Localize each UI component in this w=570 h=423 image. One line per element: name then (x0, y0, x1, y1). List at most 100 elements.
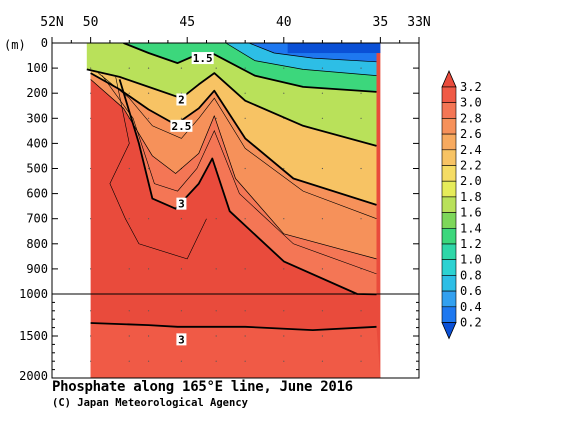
sample-dot (360, 167, 362, 170)
sample-dot (244, 268, 246, 270)
x-tick-label: 40 (276, 15, 292, 30)
y-tick-label: 300 (26, 111, 48, 125)
sample-dot (321, 92, 324, 94)
colorbar-swatch (441, 118, 457, 135)
sample-dot (215, 268, 217, 270)
sample-dot (360, 92, 362, 94)
sample-dot (128, 335, 130, 337)
sample-dot (215, 360, 217, 362)
colorbar-label: 2.8 (460, 111, 482, 125)
sample-dot (147, 92, 150, 94)
y-tick-label: 700 (26, 212, 48, 226)
colorbar-label: 2.4 (460, 143, 482, 157)
plot-frame (51, 42, 420, 379)
sample-dot (283, 335, 285, 337)
contour-label-bg (191, 52, 214, 65)
sample-dot (360, 360, 362, 362)
sample-dot (147, 360, 150, 362)
sample-dot (147, 268, 150, 270)
sample-dot (128, 218, 130, 220)
colorbar-swatch (441, 212, 457, 229)
colorbar-label: 0.8 (460, 268, 482, 282)
colorbar-swatch (441, 290, 457, 308)
x-tick-label: 50 (83, 15, 99, 30)
contour-lines (86, 43, 377, 332)
colorbar-label: 2.6 (460, 127, 482, 141)
colorbar-label: 1.4 (460, 221, 482, 235)
sample-dot (147, 117, 150, 119)
contour-label: 2.5 (171, 120, 191, 133)
sample-dot (90, 310, 92, 312)
colorbar-label: 1.2 (460, 237, 482, 251)
plot-border (51, 42, 420, 379)
sample-dot (360, 67, 362, 69)
sample-dot (147, 218, 150, 220)
y-tick-label: 1000 (19, 287, 48, 301)
sample-dot (128, 92, 130, 94)
y-tick-label: 800 (26, 237, 48, 251)
contour-line (98, 72, 377, 219)
sample-dot (215, 218, 217, 220)
contour-label-bg (170, 119, 193, 132)
concentration-field (86, 43, 381, 378)
sample-dot (90, 268, 92, 270)
sample-dot (180, 218, 183, 220)
sample-dot (90, 335, 92, 337)
sample-dot (180, 360, 183, 362)
contour-labels: 1.5 2 2.5 3 3 (170, 52, 214, 346)
sample-dot (147, 310, 150, 312)
colorbar-label: 2.2 (460, 159, 482, 173)
colorbar-swatch (441, 306, 457, 323)
sample-dot (90, 92, 92, 94)
colorbar-swatch (441, 196, 457, 213)
y-tick-label: 600 (26, 187, 48, 201)
y-tick-label: 1500 (19, 329, 48, 343)
sample-dot (244, 117, 246, 119)
sample-dot (321, 360, 324, 362)
colorbar-swatch (441, 149, 457, 166)
sample-dot (90, 167, 92, 170)
sample-dot (321, 310, 324, 312)
sample-dot (360, 335, 362, 337)
sample-dot (283, 218, 285, 220)
sample-dot (128, 268, 130, 270)
y-tick-label: 400 (26, 136, 48, 150)
sample-dot (360, 218, 362, 220)
y-axis: (m)100 200 300 400 500 600 700 800 900 0 1000 1500 2… (4, 36, 419, 383)
x-tick-label: 52N (40, 15, 63, 30)
sample-dot (321, 117, 324, 119)
sample-dot (244, 67, 246, 69)
sample-dot (90, 218, 92, 220)
sample-dot (321, 218, 324, 220)
sample-dot (147, 167, 150, 170)
y-tick-label: 2000 (19, 369, 48, 383)
colorbar-label: 1.6 (460, 206, 482, 220)
sample-dot (360, 117, 362, 119)
colorbar-swatch (441, 133, 457, 151)
contour-line (225, 43, 377, 76)
sample-dot (244, 218, 246, 220)
contour-label: 2 (178, 93, 185, 106)
contour-line (248, 43, 377, 63)
contour-line (101, 75, 377, 275)
sample-dot (180, 310, 183, 312)
contour-label: 3 (178, 333, 185, 346)
y-unit-label: (m) (4, 38, 26, 52)
sample-dot (283, 310, 285, 312)
sample-dot (90, 117, 92, 119)
contour-line (90, 72, 377, 206)
colorbar-label: 1.0 (460, 253, 482, 267)
colorbar-label: 0.6 (460, 284, 482, 298)
sample-dot (215, 310, 217, 312)
y-tick-label: 500 (26, 162, 48, 176)
chart-title: Phosphate along 165°E line, June 2016 (52, 379, 353, 395)
colorbar-bottom-arrow (441, 322, 457, 340)
sample-dot (215, 335, 217, 337)
sample-dot (147, 67, 150, 69)
sample-dot (244, 360, 246, 362)
colorbar-swatch (441, 86, 457, 103)
x-tick-label: 33N (407, 15, 430, 30)
sample-dot (90, 360, 92, 362)
sample-dot (128, 310, 130, 312)
colorbar: 0.2 0.4 0.6 0.81.0 1.2 1.41.6 1.8 2.02.2 2.4 2.6 2… (441, 70, 482, 340)
